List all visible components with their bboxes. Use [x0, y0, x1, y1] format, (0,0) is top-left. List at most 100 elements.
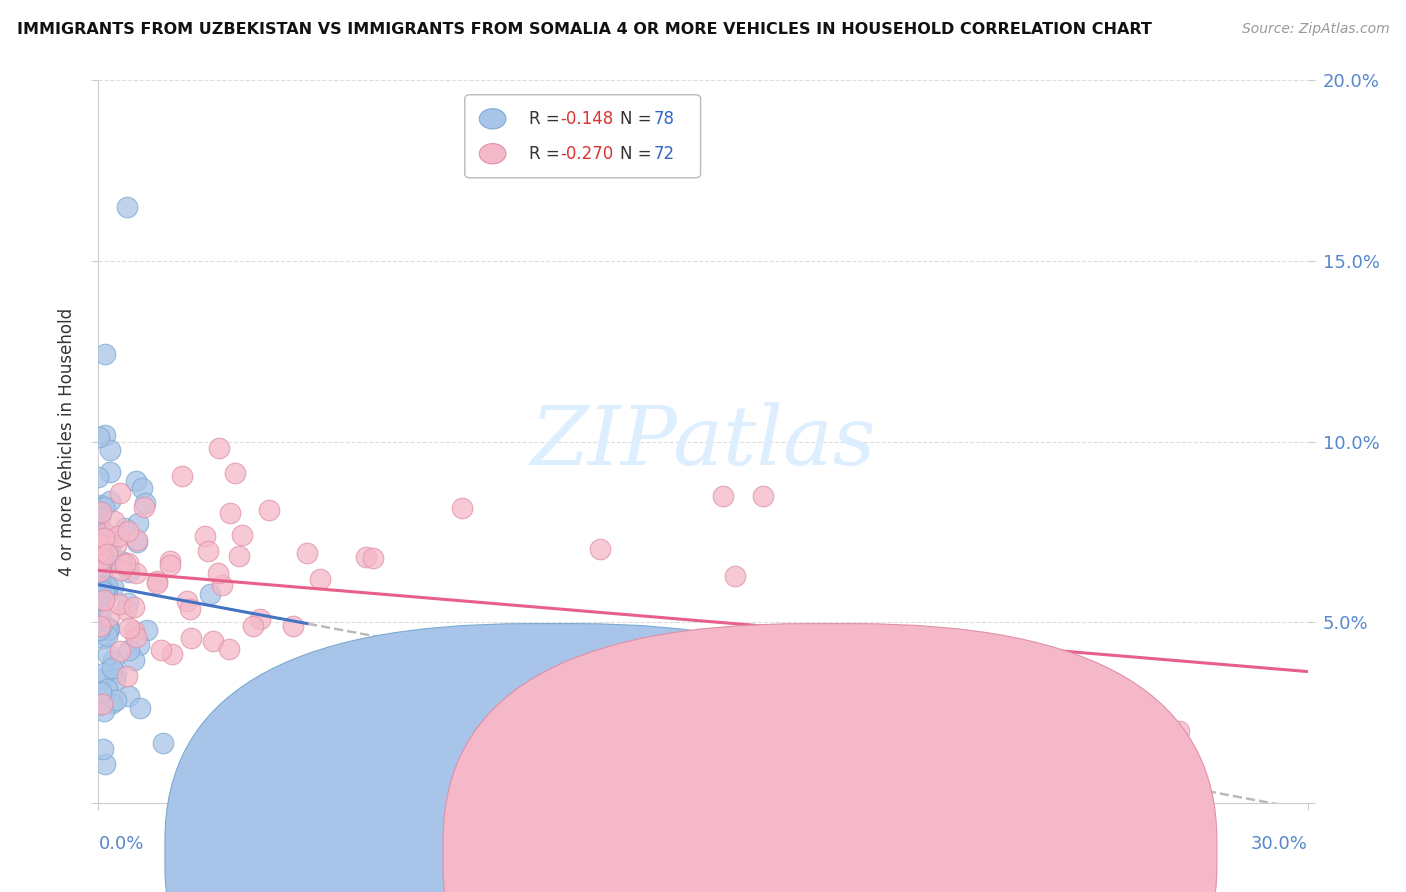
Text: 72: 72 [654, 145, 675, 162]
Point [363, 551, 385, 566]
Point [89, 590, 111, 604]
Point [91, 742, 114, 756]
Point [89, 619, 111, 633]
Point [127, 516, 149, 530]
Point [90, 544, 112, 558]
Point [96, 629, 118, 643]
Point [90, 581, 112, 595]
Point [208, 442, 231, 456]
Point [202, 634, 225, 648]
Point [104, 538, 127, 552]
Point [110, 564, 132, 578]
Point [198, 587, 221, 601]
Text: 78: 78 [654, 110, 675, 128]
Point [91, 579, 114, 593]
Point [152, 735, 174, 749]
Point [96, 586, 118, 600]
Point [98, 465, 121, 479]
Text: R =: R = [529, 145, 565, 162]
Point [93, 592, 115, 607]
FancyBboxPatch shape [465, 95, 700, 178]
Point [281, 619, 304, 633]
Point [87, 521, 110, 535]
Point [96, 526, 118, 541]
Point [197, 544, 219, 558]
Text: -0.148: -0.148 [561, 110, 613, 128]
Point [297, 546, 319, 560]
Point [93, 632, 115, 646]
Point [87, 553, 110, 567]
Point [131, 481, 153, 495]
Point [124, 475, 146, 489]
Point [242, 619, 264, 633]
Point [219, 506, 242, 520]
Point [87, 624, 110, 638]
Point [104, 673, 127, 687]
Point [159, 554, 181, 568]
Text: 0.0%: 0.0% [98, 835, 143, 854]
Point [96, 537, 118, 551]
Point [90, 572, 112, 586]
Point [129, 701, 152, 715]
Point [160, 648, 183, 662]
Point [110, 486, 132, 500]
Point [94, 526, 117, 541]
Point [98, 623, 121, 637]
Point [104, 665, 127, 680]
Point [146, 576, 169, 591]
Text: 30.0%: 30.0% [1251, 835, 1308, 854]
Point [522, 645, 544, 659]
Point [134, 495, 156, 509]
Point [105, 692, 128, 706]
Point [118, 690, 141, 704]
Point [114, 603, 136, 617]
Point [98, 494, 121, 508]
Point [100, 537, 122, 551]
Point [309, 572, 332, 586]
Point [93, 346, 115, 360]
Point [364, 690, 387, 704]
Point [118, 566, 141, 580]
Point [110, 554, 132, 568]
Point [90, 541, 112, 556]
Point [122, 599, 145, 614]
Text: Source: ZipAtlas.com: Source: ZipAtlas.com [1241, 22, 1389, 37]
Point [176, 594, 198, 608]
Point [259, 503, 281, 517]
Point [89, 606, 111, 620]
Point [117, 596, 139, 610]
Point [97, 648, 120, 662]
Point [101, 550, 124, 565]
Point [93, 500, 115, 514]
Point [93, 593, 115, 607]
Point [87, 533, 110, 547]
Point [87, 470, 110, 484]
Point [170, 469, 193, 483]
Point [150, 643, 173, 657]
Point [117, 524, 139, 539]
Point [87, 551, 110, 566]
Point [179, 602, 201, 616]
Point [180, 632, 202, 646]
Point [114, 521, 136, 535]
Point [87, 698, 110, 712]
Point [94, 581, 117, 595]
Point [96, 623, 118, 637]
Ellipse shape [479, 144, 506, 164]
Point [159, 558, 181, 572]
Point [593, 632, 616, 647]
Point [89, 536, 111, 550]
Point [211, 578, 233, 592]
Point [89, 511, 111, 525]
Point [93, 665, 115, 680]
Point [90, 505, 112, 519]
Point [122, 624, 145, 638]
Point [1115, 713, 1137, 727]
Point [93, 531, 115, 545]
Point [451, 500, 474, 515]
Point [114, 558, 136, 572]
Point [100, 442, 122, 457]
Point [218, 641, 240, 656]
Point [90, 685, 112, 699]
Point [122, 653, 145, 667]
